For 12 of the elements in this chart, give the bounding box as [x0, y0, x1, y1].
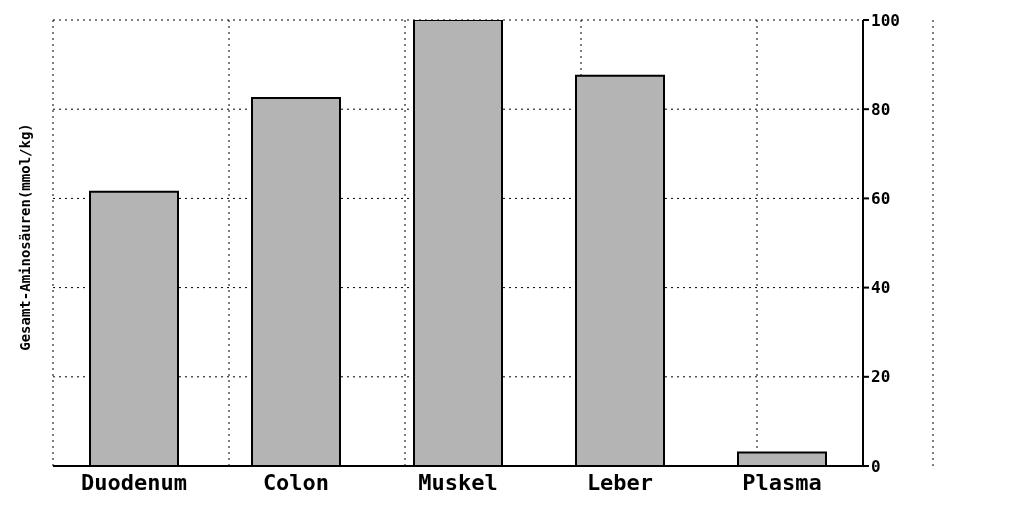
y-tick-label: 80 — [871, 99, 891, 119]
y-tick-label: 20 — [871, 367, 891, 387]
y-axis-title: Gesamt-Aminosäuren(mmol/kg) — [17, 123, 34, 351]
y-tick-label: 100 — [871, 10, 900, 30]
y-tick-label: 60 — [871, 189, 891, 209]
x-tick-label: Muskel — [418, 469, 498, 495]
y-tick-label: 40 — [871, 278, 891, 298]
x-tick-label: Leber — [586, 469, 654, 495]
x-tick-label: Duodenum — [81, 469, 187, 495]
x-tick-label: Plasma — [742, 469, 822, 495]
x-tick-label: Colon — [262, 469, 330, 495]
y-tick-label: 0 — [871, 456, 881, 476]
